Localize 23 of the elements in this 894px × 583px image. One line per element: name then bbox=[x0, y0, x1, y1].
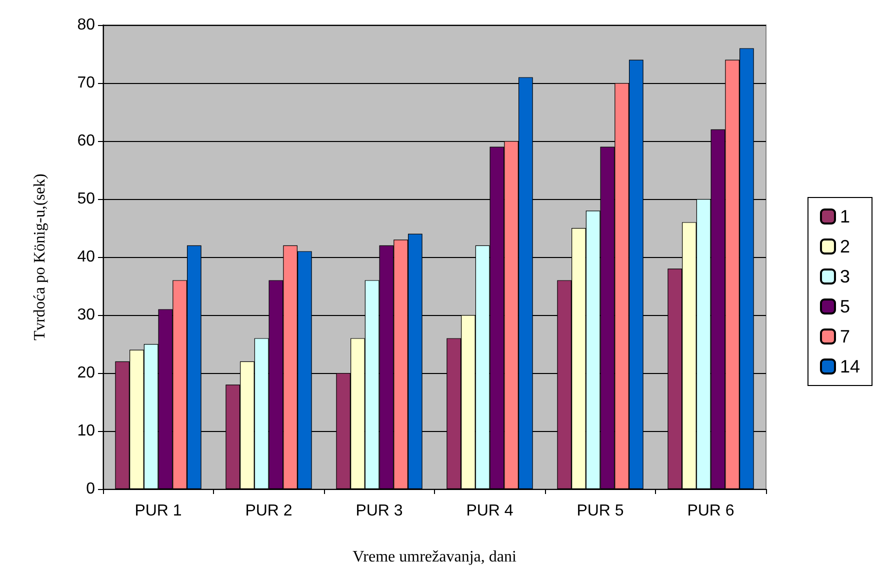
y-tick-label: 20 bbox=[77, 364, 96, 382]
y-tick-label: 30 bbox=[77, 306, 96, 324]
y-tick-label: 40 bbox=[77, 248, 96, 266]
x-tick-label: PUR 2 bbox=[245, 502, 292, 520]
y-tick-label: 50 bbox=[77, 190, 96, 208]
legend-label: 3 bbox=[840, 266, 850, 286]
x-tick-label: PUR 5 bbox=[576, 502, 624, 520]
x-tick-label: PUR 6 bbox=[687, 502, 734, 520]
legend-label: 2 bbox=[840, 236, 850, 256]
legend-label: 5 bbox=[840, 296, 850, 316]
legend-label: 1 bbox=[840, 206, 850, 226]
legend-label: 7 bbox=[840, 326, 850, 346]
x-axis-title: Vreme umrežavanja, dani bbox=[352, 548, 517, 566]
y-tick-label: 70 bbox=[77, 74, 96, 92]
x-tick-label: PUR 1 bbox=[134, 502, 182, 520]
y-tick-label: 80 bbox=[77, 16, 96, 34]
x-tick-label: PUR 4 bbox=[466, 502, 514, 520]
x-tick-label: PUR 3 bbox=[356, 502, 403, 520]
legend-label: 14 bbox=[840, 356, 860, 376]
y-tick-label: 60 bbox=[77, 132, 96, 150]
y-tick-label: 0 bbox=[86, 480, 96, 498]
y-axis-title: Tvrdoća po König-u,(sek) bbox=[32, 174, 48, 340]
y-tick-label: 10 bbox=[77, 422, 96, 440]
